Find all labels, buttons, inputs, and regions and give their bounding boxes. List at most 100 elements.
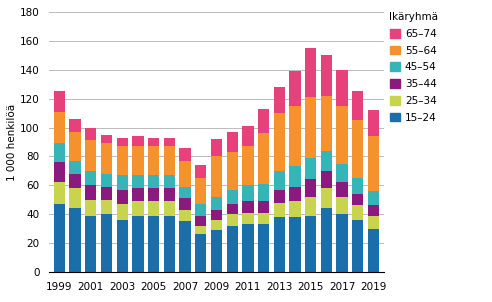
Bar [164,201,175,216]
Bar [211,230,222,272]
Bar [337,182,348,197]
Bar [258,184,269,201]
Bar [132,188,144,201]
Bar [132,175,144,188]
Bar [211,156,222,197]
Bar [258,133,269,184]
Bar [195,234,207,272]
Bar [101,143,112,174]
Bar [368,229,379,272]
Bar [195,226,207,234]
Bar [274,87,285,113]
Bar [226,204,238,214]
Bar [242,185,253,201]
Bar [368,216,379,229]
Bar [305,197,316,216]
Bar [352,178,364,194]
Bar [54,204,65,272]
Bar [117,204,128,220]
Bar [132,136,144,146]
Bar [242,126,253,146]
Bar [85,171,96,185]
Bar [54,143,65,162]
Bar [148,201,159,216]
Bar [54,92,65,112]
Bar [54,112,65,143]
Bar [289,106,301,166]
Bar [195,216,207,226]
Bar [117,138,128,146]
Bar [337,214,348,272]
Bar [258,109,269,133]
Bar [164,146,175,175]
Bar [289,187,301,201]
Bar [368,191,379,205]
Bar [101,200,112,214]
Bar [85,185,96,200]
Bar [69,132,81,161]
Bar [180,161,191,187]
Bar [195,204,207,216]
Bar [352,120,364,178]
Bar [226,214,238,226]
Bar [368,110,379,136]
Bar [101,187,112,200]
Bar [164,138,175,146]
Bar [226,190,238,204]
Bar [274,190,285,203]
Bar [101,214,112,272]
Bar [242,224,253,272]
Bar [305,179,316,197]
Bar [258,213,269,224]
Bar [242,146,253,185]
Bar [274,217,285,272]
Bar [305,97,316,158]
Bar [289,71,301,106]
Bar [69,161,81,174]
Bar [180,221,191,272]
Bar [69,119,81,132]
Bar [368,205,379,216]
Bar [180,210,191,221]
Bar [305,216,316,272]
Bar [274,171,285,190]
Bar [289,201,301,217]
Bar [321,151,332,171]
Bar [148,216,159,272]
Bar [148,175,159,188]
Bar [195,178,207,204]
Bar [85,140,96,171]
Bar [148,188,159,201]
Legend: 65–74, 55–64, 45–54, 35–44, 25–34, 15–24: 65–74, 55–64, 45–54, 35–44, 25–34, 15–24 [389,12,438,123]
Bar [226,152,238,190]
Bar [305,48,316,97]
Bar [69,208,81,272]
Bar [85,216,96,272]
Bar [180,187,191,198]
Bar [101,174,112,187]
Bar [85,127,96,140]
Bar [54,162,65,182]
Bar [211,139,222,156]
Bar [337,106,348,164]
Bar [85,200,96,216]
Bar [337,197,348,214]
Bar [226,226,238,272]
Bar [258,224,269,272]
Bar [242,201,253,213]
Bar [164,188,175,201]
Bar [211,220,222,230]
Bar [180,148,191,161]
Bar [132,216,144,272]
Bar [321,55,332,96]
Bar [69,174,81,188]
Bar [337,70,348,106]
Bar [352,92,364,120]
Y-axis label: 1 000 henkilöä: 1 000 henkilöä [7,103,17,181]
Bar [289,217,301,272]
Bar [226,132,238,152]
Bar [164,175,175,188]
Bar [211,210,222,220]
Bar [211,197,222,210]
Bar [321,208,332,272]
